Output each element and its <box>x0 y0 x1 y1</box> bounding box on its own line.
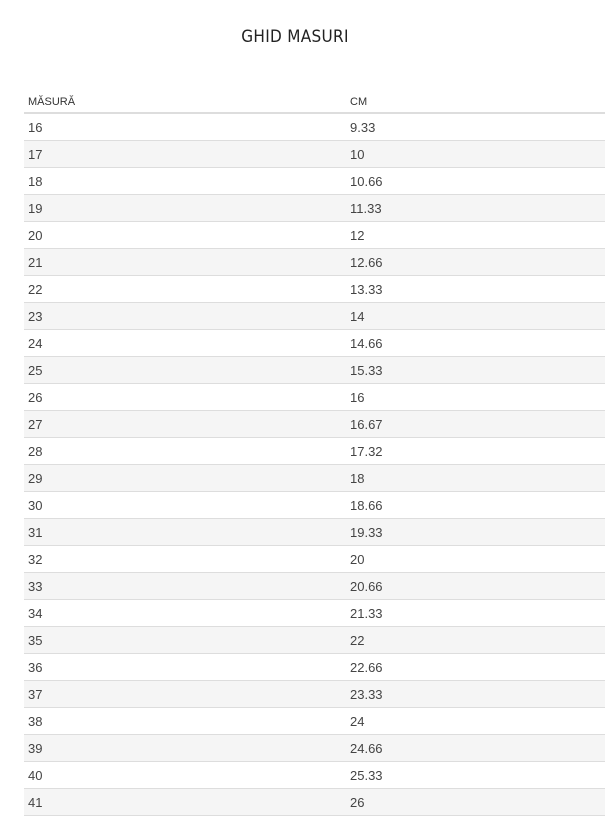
size-cell: 35 <box>24 626 346 654</box>
table-body: 16 9.33 17 10 18 10.66 19 11.33 20 12 21 12.66 22 13.… <box>24 113 605 816</box>
table-row: 25 15.33 <box>24 356 605 384</box>
size-cell: 27 <box>24 410 346 438</box>
cm-cell: 12.66 <box>346 248 605 276</box>
table-header-row: MĂSURĂ CM <box>24 92 605 114</box>
cm-cell: 13.33 <box>346 275 605 303</box>
size-cell: 41 <box>24 788 346 816</box>
table-row: 41 26 <box>24 788 605 816</box>
size-cell: 25 <box>24 356 346 384</box>
table-row: 23 14 <box>24 302 605 330</box>
size-cell: 37 <box>24 680 346 708</box>
size-cell: 29 <box>24 464 346 492</box>
cm-cell: 22 <box>346 626 605 654</box>
table-row: 22 13.33 <box>24 275 605 303</box>
size-cell: 21 <box>24 248 346 276</box>
cm-cell: 21.33 <box>346 599 605 627</box>
header-size: MĂSURĂ <box>24 92 346 114</box>
size-cell: 38 <box>24 707 346 735</box>
cm-cell: 25.33 <box>346 761 605 789</box>
table-row: 32 20 <box>24 545 605 573</box>
size-cell: 24 <box>24 329 346 357</box>
cm-cell: 22.66 <box>346 653 605 681</box>
size-cell: 40 <box>24 761 346 789</box>
size-guide-table: MĂSURĂ CM 16 9.33 17 10 18 10.66 19 11.33 20 12 21… <box>24 92 605 816</box>
size-cell: 17 <box>24 140 346 168</box>
table-row: 31 19.33 <box>24 518 605 546</box>
table-row: 17 10 <box>24 140 605 168</box>
cm-cell: 16 <box>346 383 605 411</box>
cm-cell: 14.66 <box>346 329 605 357</box>
table-row: 38 24 <box>24 707 605 735</box>
size-cell: 32 <box>24 545 346 573</box>
cm-cell: 10 <box>346 140 605 168</box>
size-cell: 30 <box>24 491 346 519</box>
cm-cell: 20 <box>346 545 605 573</box>
size-cell: 31 <box>24 518 346 546</box>
table-row: 35 22 <box>24 626 605 654</box>
cm-cell: 23.33 <box>346 680 605 708</box>
cm-cell: 9.33 <box>346 113 605 141</box>
header-cm: CM <box>346 92 605 114</box>
table-row: 19 11.33 <box>24 194 605 222</box>
table-row: 24 14.66 <box>24 329 605 357</box>
cm-cell: 17.32 <box>346 437 605 465</box>
cm-cell: 20.66 <box>346 572 605 600</box>
table-row: 20 12 <box>24 221 605 249</box>
page-title: GHID MASURI <box>241 27 349 47</box>
table-row: 40 25.33 <box>24 761 605 789</box>
cm-cell: 24 <box>346 707 605 735</box>
table-row: 34 21.33 <box>24 599 605 627</box>
cm-cell: 26 <box>346 788 605 816</box>
size-cell: 34 <box>24 599 346 627</box>
size-cell: 33 <box>24 572 346 600</box>
cm-cell: 10.66 <box>346 167 605 195</box>
cm-cell: 19.33 <box>346 518 605 546</box>
cm-cell: 24.66 <box>346 734 605 762</box>
table-row: 36 22.66 <box>24 653 605 681</box>
size-cell: 16 <box>24 113 346 141</box>
table-row: 28 17.32 <box>24 437 605 465</box>
size-cell: 39 <box>24 734 346 762</box>
table-row: 21 12.66 <box>24 248 605 276</box>
cm-cell: 18 <box>346 464 605 492</box>
cm-cell: 16.67 <box>346 410 605 438</box>
table-row: 33 20.66 <box>24 572 605 600</box>
table-row: 26 16 <box>24 383 605 411</box>
size-cell: 18 <box>24 167 346 195</box>
table-row: 30 18.66 <box>24 491 605 519</box>
table-row: 18 10.66 <box>24 167 605 195</box>
size-cell: 28 <box>24 437 346 465</box>
table-row: 16 9.33 <box>24 113 605 141</box>
cm-cell: 15.33 <box>346 356 605 384</box>
table-row: 27 16.67 <box>24 410 605 438</box>
size-cell: 36 <box>24 653 346 681</box>
table-row: 37 23.33 <box>24 680 605 708</box>
cm-cell: 12 <box>346 221 605 249</box>
table-row: 29 18 <box>24 464 605 492</box>
cm-cell: 18.66 <box>346 491 605 519</box>
size-cell: 20 <box>24 221 346 249</box>
cm-cell: 11.33 <box>346 194 605 222</box>
size-cell: 26 <box>24 383 346 411</box>
size-cell: 19 <box>24 194 346 222</box>
table-row: 39 24.66 <box>24 734 605 762</box>
cm-cell: 14 <box>346 302 605 330</box>
size-cell: 23 <box>24 302 346 330</box>
size-cell: 22 <box>24 275 346 303</box>
